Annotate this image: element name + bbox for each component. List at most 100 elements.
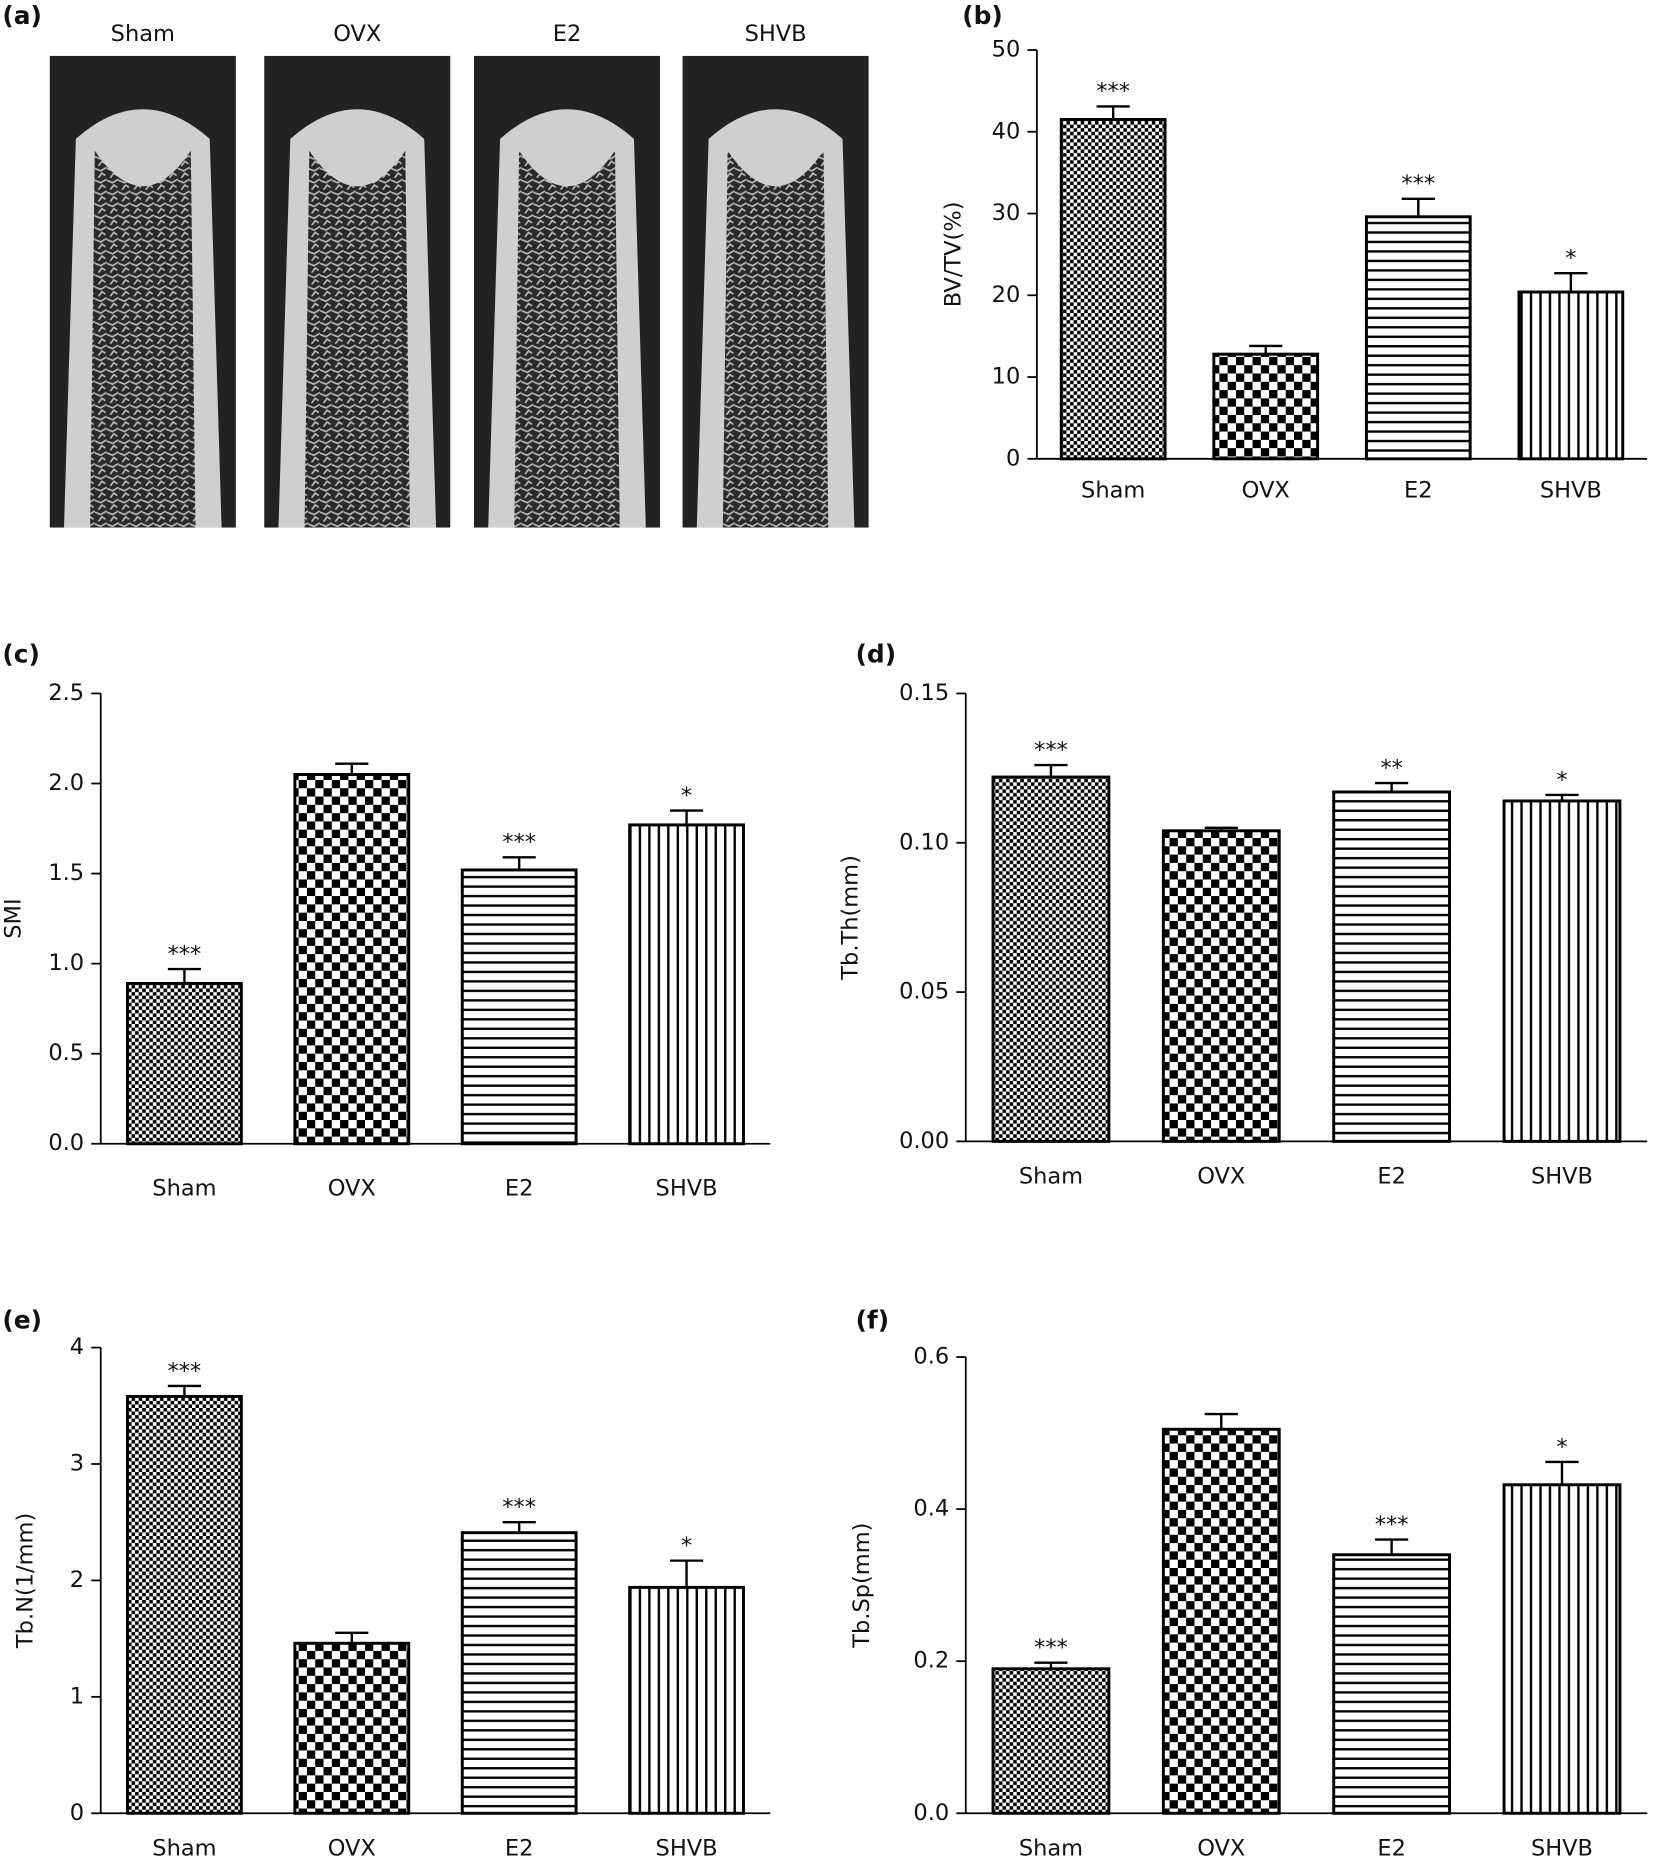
y-tick-label: 0.5 bbox=[48, 1040, 84, 1066]
x-tick-label: OVX bbox=[1242, 477, 1290, 503]
x-tick-label: E2 bbox=[1377, 1835, 1406, 1861]
x-tick-label: OVX bbox=[1197, 1835, 1245, 1861]
bar bbox=[460, 868, 578, 1146]
x-tick-label: SHVB bbox=[656, 1175, 718, 1201]
bone-marrow bbox=[304, 150, 411, 528]
y-tick-label: 2.5 bbox=[48, 680, 84, 706]
y-tick-label: 3 bbox=[70, 1450, 84, 1476]
bone-marrow bbox=[514, 150, 620, 528]
y-tick-label: 20 bbox=[992, 282, 1021, 308]
x-tick-label: E2 bbox=[1404, 477, 1433, 503]
bar bbox=[1364, 215, 1472, 461]
image-label: Sham bbox=[111, 21, 175, 47]
x-tick-label: OVX bbox=[328, 1835, 376, 1861]
x-tick-label: E2 bbox=[505, 1175, 534, 1201]
bar bbox=[628, 1585, 745, 1815]
y-tick-label: 1.5 bbox=[48, 860, 84, 886]
panel-label: (e) bbox=[2, 1305, 42, 1334]
y-tick-label: 0.0 bbox=[913, 1800, 949, 1826]
x-tick-label: Sham bbox=[1081, 477, 1145, 503]
significance: *** bbox=[168, 1358, 202, 1384]
x-tick-label: Sham bbox=[152, 1175, 216, 1201]
significance: *** bbox=[1034, 737, 1068, 763]
bone-marrow bbox=[722, 150, 829, 528]
significance: * bbox=[681, 783, 692, 809]
x-tick-label: E2 bbox=[1377, 1163, 1406, 1189]
y-tick-label: 10 bbox=[992, 364, 1021, 390]
y-tick-label: 1 bbox=[70, 1683, 84, 1709]
x-tick-label: SHVB bbox=[656, 1835, 718, 1861]
significance: ** bbox=[1380, 755, 1403, 781]
bar bbox=[126, 981, 243, 1146]
panel-label: (a) bbox=[2, 1, 42, 30]
y-tick-label: 0.10 bbox=[899, 829, 949, 855]
y-tick-label: 1.0 bbox=[48, 950, 84, 976]
bone-marrow bbox=[90, 150, 196, 528]
significance: * bbox=[681, 1533, 692, 1559]
bar bbox=[991, 1667, 1111, 1815]
significance: *** bbox=[1401, 171, 1435, 197]
significance: *** bbox=[1375, 1512, 1409, 1538]
significance: *** bbox=[168, 941, 202, 967]
y-tick-label: 2 bbox=[70, 1567, 84, 1593]
bar bbox=[1161, 1427, 1281, 1815]
bar bbox=[1059, 118, 1167, 461]
bar bbox=[1212, 352, 1320, 461]
y-tick-label: 50 bbox=[992, 36, 1021, 62]
bar bbox=[1332, 790, 1452, 1143]
bar bbox=[1502, 799, 1622, 1143]
significance: * bbox=[1565, 245, 1576, 271]
x-tick-label: Sham bbox=[152, 1835, 216, 1861]
panel-label: (b) bbox=[962, 1, 1003, 30]
bar bbox=[126, 1394, 243, 1815]
y-tick-label: 0 bbox=[1006, 445, 1020, 471]
image-label: E2 bbox=[553, 21, 582, 47]
panel-label: (f) bbox=[856, 1305, 890, 1334]
y-tick-label: 0.05 bbox=[899, 979, 949, 1005]
x-tick-label: OVX bbox=[328, 1175, 376, 1201]
x-tick-label: Sham bbox=[1019, 1835, 1083, 1861]
y-tick-label: 0 bbox=[70, 1800, 84, 1826]
x-tick-label: OVX bbox=[1197, 1163, 1245, 1189]
x-tick-label: E2 bbox=[505, 1835, 534, 1861]
significance: * bbox=[1556, 1434, 1567, 1460]
significance: *** bbox=[1096, 79, 1130, 105]
x-tick-label: Sham bbox=[1019, 1163, 1083, 1189]
x-tick-label: SHVB bbox=[1540, 477, 1602, 503]
bar bbox=[1502, 1483, 1622, 1815]
y-axis-title: Tb.N(1/mm) bbox=[13, 1513, 39, 1649]
x-tick-label: SHVB bbox=[1531, 1835, 1593, 1861]
y-tick-label: 40 bbox=[992, 118, 1021, 144]
y-tick-label: 0.15 bbox=[899, 680, 949, 706]
y-tick-label: 4 bbox=[70, 1334, 84, 1360]
y-axis-title: Tb.Th(mm) bbox=[837, 855, 863, 981]
y-axis-title: Tb.Sp(mm) bbox=[849, 1523, 875, 1649]
panel-label: (d) bbox=[856, 640, 897, 669]
bar bbox=[293, 1641, 411, 1815]
bar bbox=[460, 1531, 578, 1815]
significance: * bbox=[1556, 767, 1567, 793]
y-axis-title: BV/TV(%) bbox=[940, 202, 966, 308]
y-axis-title: SMI bbox=[1, 898, 27, 938]
bar bbox=[628, 823, 745, 1146]
y-tick-label: 0.4 bbox=[913, 1496, 949, 1522]
significance: *** bbox=[502, 1494, 536, 1520]
bar bbox=[1161, 829, 1281, 1143]
y-tick-label: 30 bbox=[992, 200, 1021, 226]
significance: *** bbox=[1034, 1635, 1068, 1661]
bar bbox=[1332, 1553, 1452, 1815]
y-tick-label: 0.0 bbox=[48, 1130, 84, 1156]
panel-label: (c) bbox=[2, 640, 39, 669]
image-label: OVX bbox=[333, 21, 381, 47]
bar bbox=[991, 775, 1111, 1143]
y-tick-label: 2.0 bbox=[48, 770, 84, 796]
y-tick-label: 0.6 bbox=[913, 1344, 949, 1370]
y-tick-label: 0.2 bbox=[913, 1648, 949, 1674]
bar bbox=[293, 773, 411, 1146]
bar bbox=[1517, 290, 1625, 461]
image-label: SHVB bbox=[745, 21, 807, 47]
y-tick-label: 0.00 bbox=[899, 1128, 949, 1154]
significance: *** bbox=[502, 830, 536, 856]
